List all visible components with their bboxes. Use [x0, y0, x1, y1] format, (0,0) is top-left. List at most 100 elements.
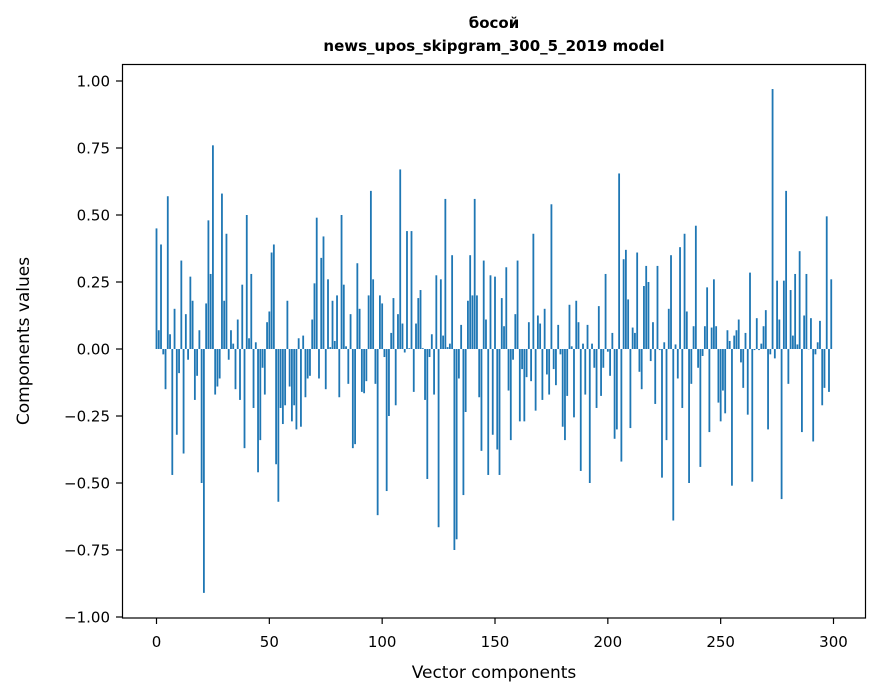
bar-77 — [329, 347, 331, 349]
bar-15 — [189, 277, 191, 349]
bar-24 — [210, 274, 212, 349]
bar-12 — [183, 349, 185, 454]
bar-249 — [718, 349, 720, 403]
bar-186 — [575, 301, 577, 349]
bar-33 — [230, 330, 232, 349]
bar-271 — [767, 349, 769, 429]
bar-257 — [736, 330, 738, 349]
bar-203 — [614, 349, 616, 439]
bar-31 — [226, 234, 228, 349]
bar-281 — [790, 290, 792, 349]
bar-67 — [307, 349, 309, 378]
bar-99 — [379, 295, 381, 349]
bar-106 — [395, 349, 397, 405]
bar-290 — [810, 318, 812, 349]
bar-68 — [309, 349, 311, 376]
bar-117 — [420, 290, 422, 349]
bar-195 — [596, 349, 598, 408]
bar-176 — [553, 349, 555, 369]
bar-247 — [713, 279, 715, 349]
bar-240 — [697, 349, 699, 368]
bar-16 — [192, 301, 194, 349]
bar-37 — [239, 349, 241, 400]
bar-120 — [426, 349, 428, 479]
bar-11 — [180, 261, 182, 349]
bar-125 — [438, 349, 440, 527]
bar-88 — [354, 349, 356, 444]
bar-208 — [625, 250, 627, 349]
bar-140 — [472, 295, 474, 349]
bar-73 — [320, 258, 322, 349]
bar-27 — [217, 349, 219, 387]
bar-57 — [284, 349, 286, 405]
bar-121 — [429, 349, 431, 357]
bar-172 — [544, 309, 546, 349]
y-axis: −1.00−0.75−0.50−0.250.000.250.500.751.00 — [64, 73, 122, 627]
bar-59 — [289, 349, 291, 387]
bar-254 — [729, 341, 731, 349]
bar-293 — [817, 342, 819, 349]
bar-258 — [738, 320, 740, 349]
bar-295 — [821, 349, 823, 405]
x-tick-label: 250 — [706, 633, 735, 651]
bar-74 — [323, 236, 325, 349]
bar-205 — [618, 173, 620, 349]
bar-282 — [792, 336, 794, 349]
bar-39 — [244, 349, 246, 448]
bar-178 — [557, 325, 559, 349]
bar-236 — [688, 349, 690, 483]
bar-25 — [212, 145, 214, 349]
bar-35 — [235, 349, 237, 389]
x-axis-label: Vector components — [412, 663, 577, 683]
bar-14 — [187, 349, 189, 360]
bar-6 — [169, 334, 171, 349]
bar-92 — [363, 349, 365, 393]
bar-115 — [415, 324, 417, 349]
bar-3 — [162, 349, 164, 354]
bar-63 — [298, 338, 300, 349]
bar-229 — [672, 349, 674, 521]
bar-129 — [447, 347, 449, 349]
bar-267 — [758, 349, 760, 350]
bar-276 — [778, 320, 780, 349]
bar-228 — [670, 255, 672, 349]
bar-34 — [232, 344, 234, 349]
bar-168 — [535, 349, 537, 411]
bar-113 — [411, 231, 413, 349]
bar-241 — [699, 349, 701, 467]
bar-278 — [783, 281, 785, 349]
bar-170 — [539, 324, 541, 349]
bar-174 — [548, 349, 550, 395]
bar-296 — [824, 349, 826, 388]
bar-244 — [706, 287, 708, 349]
bar-90 — [359, 309, 361, 349]
bar-52 — [273, 244, 275, 349]
bar-126 — [440, 279, 442, 349]
bar-224 — [661, 349, 663, 478]
bar-148 — [490, 275, 492, 349]
y-tick-label: 0.50 — [77, 207, 110, 225]
bar-263 — [749, 273, 751, 349]
bar-144 — [481, 349, 483, 451]
bar-181 — [564, 349, 566, 440]
bar-29 — [221, 194, 223, 349]
bar-171 — [541, 349, 543, 400]
bar-60 — [291, 349, 293, 421]
bar-212 — [634, 333, 636, 349]
bar-288 — [806, 274, 808, 349]
x-tick-label: 300 — [819, 633, 848, 651]
bar-200 — [607, 349, 609, 352]
bar-275 — [776, 281, 778, 349]
bar-185 — [573, 349, 575, 417]
bar-107 — [397, 314, 399, 349]
bar-230 — [675, 344, 677, 349]
bar-214 — [639, 349, 641, 372]
bar-22 — [205, 303, 207, 349]
bar-95 — [370, 191, 372, 349]
bar-53 — [275, 349, 277, 464]
bar-291 — [812, 349, 814, 441]
bar-155 — [505, 267, 507, 349]
bar-235 — [686, 311, 688, 349]
bar-38 — [241, 285, 243, 349]
